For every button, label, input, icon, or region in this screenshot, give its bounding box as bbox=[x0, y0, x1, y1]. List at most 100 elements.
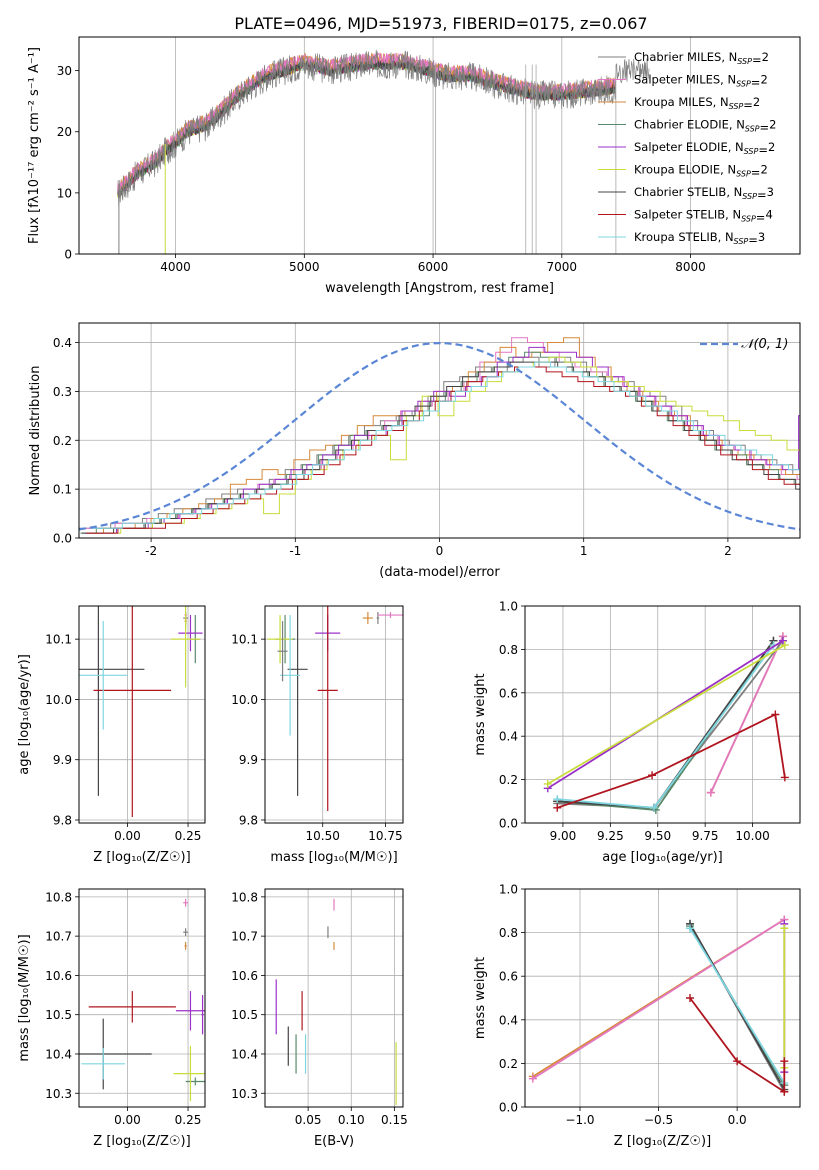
legend-entry: Chabrier MILES, NSSP=2 bbox=[634, 50, 769, 67]
legend-entry: Kroupa MILES, NSSP=2 bbox=[634, 95, 760, 112]
legend-nssp-subscript: SSP bbox=[736, 170, 751, 179]
x-tick-label: -2 bbox=[145, 544, 157, 558]
legend-model-name: Salpeter ELODIE, bbox=[634, 140, 735, 154]
x-tick-label: 0.15 bbox=[381, 1113, 408, 1127]
histogram-series-9 bbox=[90, 361, 800, 529]
legend-model-name: Chabrier MILES, bbox=[634, 50, 729, 64]
x-tick-label: -1 bbox=[289, 544, 301, 558]
legend-nssp-label: N bbox=[729, 50, 738, 64]
y-tick-label: 10.8 bbox=[231, 890, 258, 904]
x-tick-label: −0.5 bbox=[644, 1113, 673, 1127]
plus-marker bbox=[543, 779, 552, 788]
plus-marker bbox=[648, 771, 657, 780]
x-tick-label: 5000 bbox=[289, 260, 320, 274]
legend-nssp-value: 2 bbox=[762, 50, 769, 64]
legend-equals: = bbox=[748, 233, 758, 247]
figure-title: PLATE=0496, MJD=51973, FIBERID=0175, z=0… bbox=[234, 14, 647, 33]
x-tick-label: 10.00 bbox=[735, 829, 769, 843]
weight-line-2 bbox=[710, 636, 784, 793]
legend-nssp-subscript: SSP bbox=[741, 215, 756, 224]
y-axis-label: age [log₁₀(age/yr)] bbox=[17, 654, 32, 775]
plot-area-age_vs_Z bbox=[79, 606, 203, 817]
x-axis-label: age [log₁₀(age/yr)] bbox=[602, 850, 723, 865]
histogram-series-7 bbox=[81, 361, 800, 534]
histogram-series-1 bbox=[79, 356, 800, 529]
y-tick-label: 10.3 bbox=[231, 1087, 258, 1101]
legend-nssp-subscript: SSP bbox=[729, 102, 744, 111]
plot-area-weight_vs_Z bbox=[528, 915, 789, 1096]
legend-nssp-value: 2 bbox=[769, 118, 776, 132]
x-tick-label: 6000 bbox=[418, 260, 449, 274]
axes-weight_vs_age: 9.00 9.25 9.50 9.75 10.00 0.0 0.2 0.4 0.6 0.8 1.0 a… bbox=[473, 600, 801, 865]
legend-entry: Salpeter ELODIE, NSSP=2 bbox=[634, 140, 775, 157]
legend-nssp-label: N bbox=[720, 95, 729, 109]
y-tick-label: 10.3 bbox=[45, 1087, 72, 1101]
y-axis-label: mass weight bbox=[473, 673, 488, 755]
x-tick-label: 9.00 bbox=[550, 829, 577, 843]
plus-marker bbox=[780, 641, 789, 650]
weight-line-8 bbox=[689, 997, 786, 1094]
legend-nssp-label: N bbox=[725, 230, 734, 244]
y-tick-label: 10 bbox=[57, 186, 72, 200]
plus-marker bbox=[780, 1057, 789, 1066]
axes-mass_vs_EBV: 0.05 0.10 0.15 10.3 10.4 10.5 10.6 10.7 10.8 E(B-… bbox=[231, 888, 408, 1149]
y-tick-label: 0.2 bbox=[499, 1057, 518, 1071]
plus-marker bbox=[686, 994, 694, 1002]
y-tick-label: 0.0 bbox=[499, 817, 518, 831]
legend-model-name: Salpeter STELIB, bbox=[634, 208, 732, 222]
legend-equals: = bbox=[756, 211, 766, 225]
axes-weight_vs_Z: −1.0 −0.5 0.0 0.0 0.2 0.4 0.6 0.8 1.0 Z [log₁₀(Z/… bbox=[473, 883, 801, 1149]
y-tick-label: 0.4 bbox=[499, 730, 518, 744]
x-axis-label: E(B-V) bbox=[314, 1134, 354, 1149]
plus-marker bbox=[733, 1057, 742, 1066]
legend-equals: = bbox=[760, 121, 770, 135]
spectrum-line-3 bbox=[117, 52, 616, 191]
axes-frame bbox=[264, 605, 404, 824]
y-tick-label: 9.9 bbox=[53, 753, 72, 767]
y-tick-label: 0.0 bbox=[499, 1101, 518, 1115]
legend-nssp-subscript: SSP bbox=[736, 80, 751, 89]
y-tick-label: 9.8 bbox=[53, 813, 72, 827]
x-tick-label: 0.0 bbox=[728, 1113, 747, 1127]
x-axis-label: Z [log₁₀(Z/Z☉)] bbox=[93, 850, 190, 865]
y-tick-label: 1.0 bbox=[499, 600, 518, 614]
x-tick-label: 4000 bbox=[160, 260, 191, 274]
weight-line-2 bbox=[532, 918, 785, 1080]
x-tick-label: 9.50 bbox=[644, 829, 671, 843]
plus-marker bbox=[686, 924, 694, 933]
plot-area-mass_vs_EBV bbox=[275, 898, 397, 1106]
axes-residual_hist: -2 -1 0 1 2 0.0 0.1 0.2 0.3 0.4 (data-model)/error… bbox=[28, 322, 801, 580]
legend-equals: = bbox=[743, 98, 753, 112]
histogram-series-8 bbox=[86, 366, 800, 534]
y-tick-label: 10.7 bbox=[231, 930, 258, 944]
y-tick-label: 10.4 bbox=[45, 1047, 72, 1061]
legend-equals: = bbox=[751, 166, 761, 180]
weight-line-6 bbox=[547, 644, 786, 785]
x-tick-label: 10.50 bbox=[306, 829, 340, 843]
legend-equals: = bbox=[757, 188, 767, 202]
legend-nssp-subscript: SSP bbox=[745, 125, 760, 134]
x-axis-label: Z [log₁₀(Z/Z☉)] bbox=[614, 1134, 711, 1149]
legend-entry: Chabrier ELODIE, NSSP=2 bbox=[634, 118, 776, 135]
y-tick-label: 0 bbox=[64, 248, 72, 262]
y-tick-label: 10.5 bbox=[45, 1008, 72, 1022]
plus-marker bbox=[780, 773, 789, 782]
y-axis-label: Flux [fλ10⁻¹⁷ erg cm⁻² s⁻¹ A⁻¹] bbox=[27, 47, 42, 244]
x-tick-label: 7000 bbox=[547, 260, 578, 274]
axes-age_vs_mass: 10.50 10.75 9.8 9.9 10.0 10.1 mass [log₁₀(M/M☉… bbox=[231, 605, 404, 865]
legend-nssp-value: 2 bbox=[760, 163, 767, 177]
plot-area-age_vs_mass bbox=[267, 606, 403, 811]
axes-age_vs_Z: 0.00 0.25 9.8 9.9 10.0 10.1 Z [log₁₀(Z/Z☉)] age… bbox=[17, 605, 206, 865]
axes-spectrum: 4000 5000 6000 7000 8000 0 10 20 30 wavelength [A… bbox=[27, 36, 801, 296]
y-tick-label: 10.6 bbox=[231, 969, 258, 983]
x-tick-label: 8000 bbox=[675, 260, 706, 274]
plus-marker bbox=[771, 710, 780, 719]
legend-entry: Kroupa STELIB, NSSP=3 bbox=[634, 230, 765, 247]
y-tick-label: 10.6 bbox=[45, 969, 72, 983]
y-tick-label: 0.8 bbox=[499, 926, 518, 940]
legend-equals: = bbox=[758, 143, 768, 157]
y-tick-label: 0.0 bbox=[53, 532, 72, 546]
plus-marker bbox=[780, 924, 789, 933]
x-tick-label: 0 bbox=[436, 544, 444, 558]
legend-nssp-label: N bbox=[735, 140, 744, 154]
